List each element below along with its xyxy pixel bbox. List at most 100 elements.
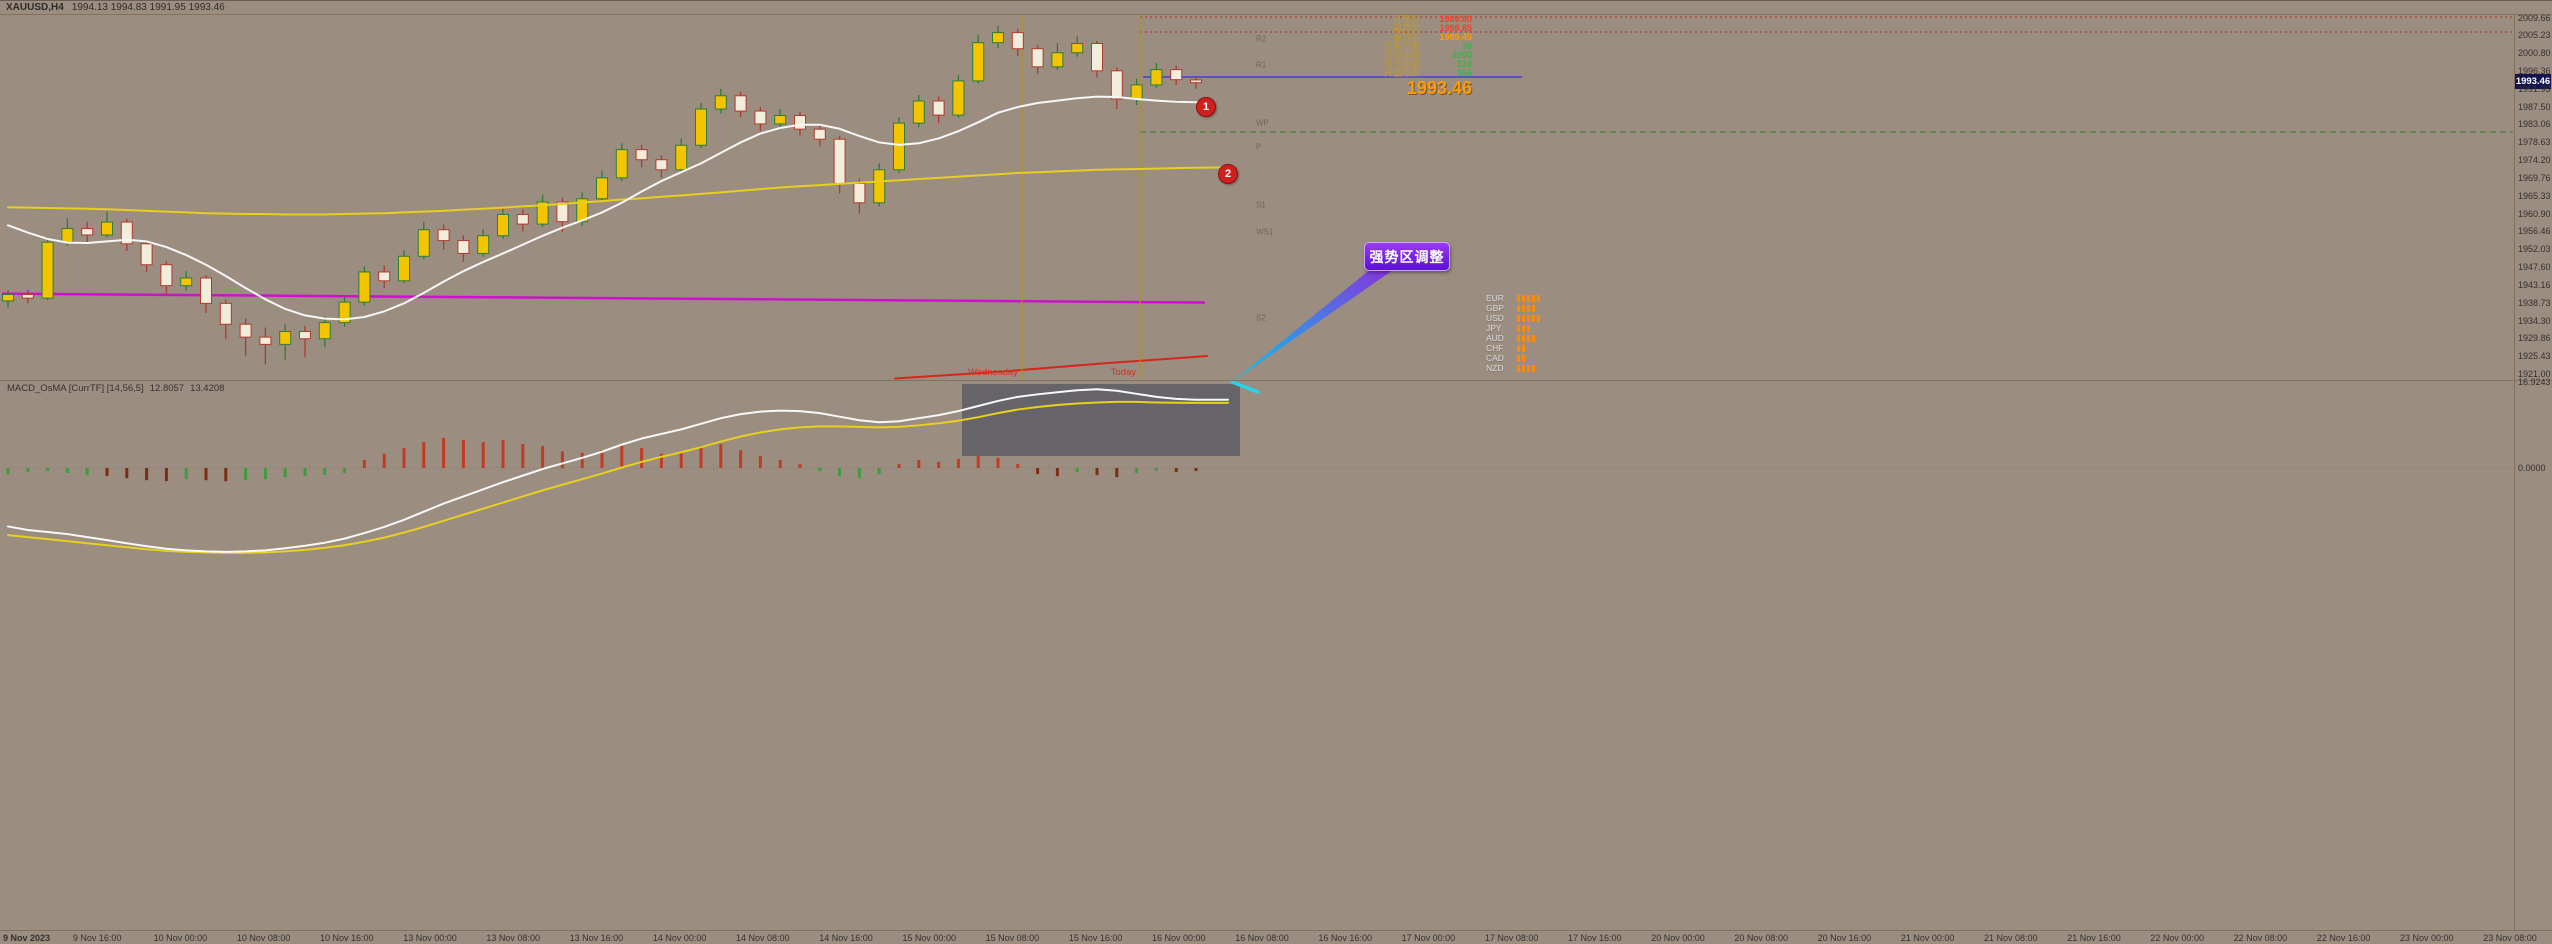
strength-bar: [1527, 294, 1530, 302]
candle-body: [41, 241, 54, 299]
info-row: 最高价 1998.85: [1348, 24, 1472, 33]
osma-bar: [758, 455, 762, 468]
annotation-banner[interactable]: 强势区调整: [1364, 242, 1450, 271]
currency-strength-row: GBP: [1486, 303, 1540, 313]
marker-circle-1[interactable]: 1: [1196, 97, 1216, 117]
osma-bar: [1075, 468, 1079, 473]
info-row-value: 30: [1461, 41, 1472, 51]
macd-main-line: [7, 388, 1229, 553]
candle-body: [1031, 48, 1044, 68]
strength-bar: [1527, 364, 1530, 372]
osma-bar: [46, 468, 50, 472]
candle-body: [1011, 32, 1024, 50]
strength-bar: [1532, 364, 1535, 372]
white-ma-line: [7, 95, 1207, 321]
candle-body: [912, 100, 925, 124]
currency-strength-bars: [1517, 324, 1530, 332]
time-axis-label: 13 Nov 16:00: [569, 933, 624, 943]
currency-strength-bars: [1517, 344, 1525, 352]
strength-bar: [1532, 334, 1535, 342]
time-axis-label: 10 Nov 08:00: [236, 933, 291, 943]
osma-bar: [164, 468, 168, 482]
osma-bar: [1154, 468, 1158, 472]
time-axis-label: 15 Nov 16:00: [1068, 933, 1123, 943]
osma-bar: [105, 468, 109, 477]
osma-bar: [798, 463, 802, 468]
top-separator: [0, 14, 2552, 15]
osma-bar: [382, 453, 386, 468]
time-axis-label: 21 Nov 08:00: [1984, 933, 2038, 943]
candle-body: [398, 255, 410, 282]
candle-body: [2, 293, 14, 302]
currency-strength-row: AUD: [1486, 333, 1540, 343]
strength-bar: [1517, 344, 1520, 352]
macd-name: MACD_OsMA [CurrTF] [14,56,5]: [7, 383, 144, 394]
time-axis-line: [0, 930, 2552, 931]
info-row-label: 当日波幅: [1383, 59, 1420, 69]
magenta-ma-line: [1, 292, 1206, 304]
osma-bar: [145, 468, 149, 481]
candle-body: [615, 149, 628, 179]
currency-strength-row: JPY: [1486, 323, 1540, 333]
candle-body: [101, 221, 113, 236]
osma-bar: [85, 468, 89, 476]
price-axis-label: 1991.93: [2518, 83, 2551, 94]
strength-bar: [1522, 344, 1525, 352]
price-axis-label: 1996.36: [2518, 66, 2551, 76]
strength-bar: [1522, 354, 1525, 362]
strength-bar: [1517, 294, 1520, 302]
info-row: 日均波幅 2205: [1348, 51, 1472, 60]
candle-body: [259, 336, 272, 345]
time-axis-label: 10 Nov 00:00: [153, 933, 208, 943]
annotation-text: 强势区调整: [1369, 250, 1445, 266]
osma-bar: [937, 461, 941, 468]
indicator-separator[interactable]: [0, 380, 2552, 381]
strength-bar: [1517, 364, 1520, 372]
candle-body: [893, 122, 905, 171]
currency-code-label: AUD: [1486, 333, 1504, 343]
time-axis-label: 15 Nov 08:00: [985, 933, 1040, 943]
osma-bar: [283, 468, 287, 478]
osma-bar: [857, 468, 861, 479]
price-axis-label: 1952.03: [2518, 244, 2551, 255]
candle-body: [734, 95, 747, 112]
time-axis-label: 22 Nov 00:00: [2150, 933, 2204, 943]
currency-code-label: USD: [1486, 313, 1504, 323]
osma-bar: [422, 442, 426, 468]
osma-bar: [303, 468, 307, 477]
osma-bar: [659, 453, 663, 468]
candle-body: [120, 221, 133, 245]
candle-body: [1190, 79, 1202, 84]
strength-bar: [1522, 364, 1525, 372]
osma-bar: [778, 459, 782, 468]
strength-bar: [1517, 304, 1520, 312]
osma-bar: [541, 446, 545, 468]
osma-bar: [26, 468, 30, 473]
info-row: 交易点差 30: [1348, 42, 1472, 51]
osma-bar: [244, 468, 248, 481]
candle-body: [1110, 70, 1123, 100]
osma-bar: [362, 459, 366, 468]
candle-body: [457, 240, 470, 254]
annotation-pointer-tail: [1230, 380, 1260, 394]
candle-body: [160, 264, 173, 287]
info-row-value: 366: [1456, 68, 1472, 78]
osma-bar: [1174, 468, 1178, 473]
candle-body: [516, 213, 529, 225]
osma-bar: [65, 468, 69, 474]
info-row-value: 2205: [1451, 50, 1472, 60]
info-row-value: 1989.80: [1439, 14, 1472, 24]
candle-body: [219, 302, 232, 325]
time-axis-label: 20 Nov 16:00: [1817, 933, 1872, 943]
price-axis-line: [2514, 14, 2515, 931]
time-axis-label: 9 Nov 2023: [3, 933, 51, 943]
price-axis-label: 1943.16: [2518, 279, 2551, 290]
marker-circle-2[interactable]: 2: [1218, 164, 1238, 184]
candle-body: [1091, 42, 1103, 72]
info-row-label: 开盘涨跌: [1383, 68, 1420, 78]
osma-bar: [125, 468, 129, 479]
osma-bar: [1036, 468, 1040, 475]
current-price-display: 1993.46: [1406, 78, 1472, 98]
info-row-label: 日均波幅: [1383, 50, 1420, 60]
